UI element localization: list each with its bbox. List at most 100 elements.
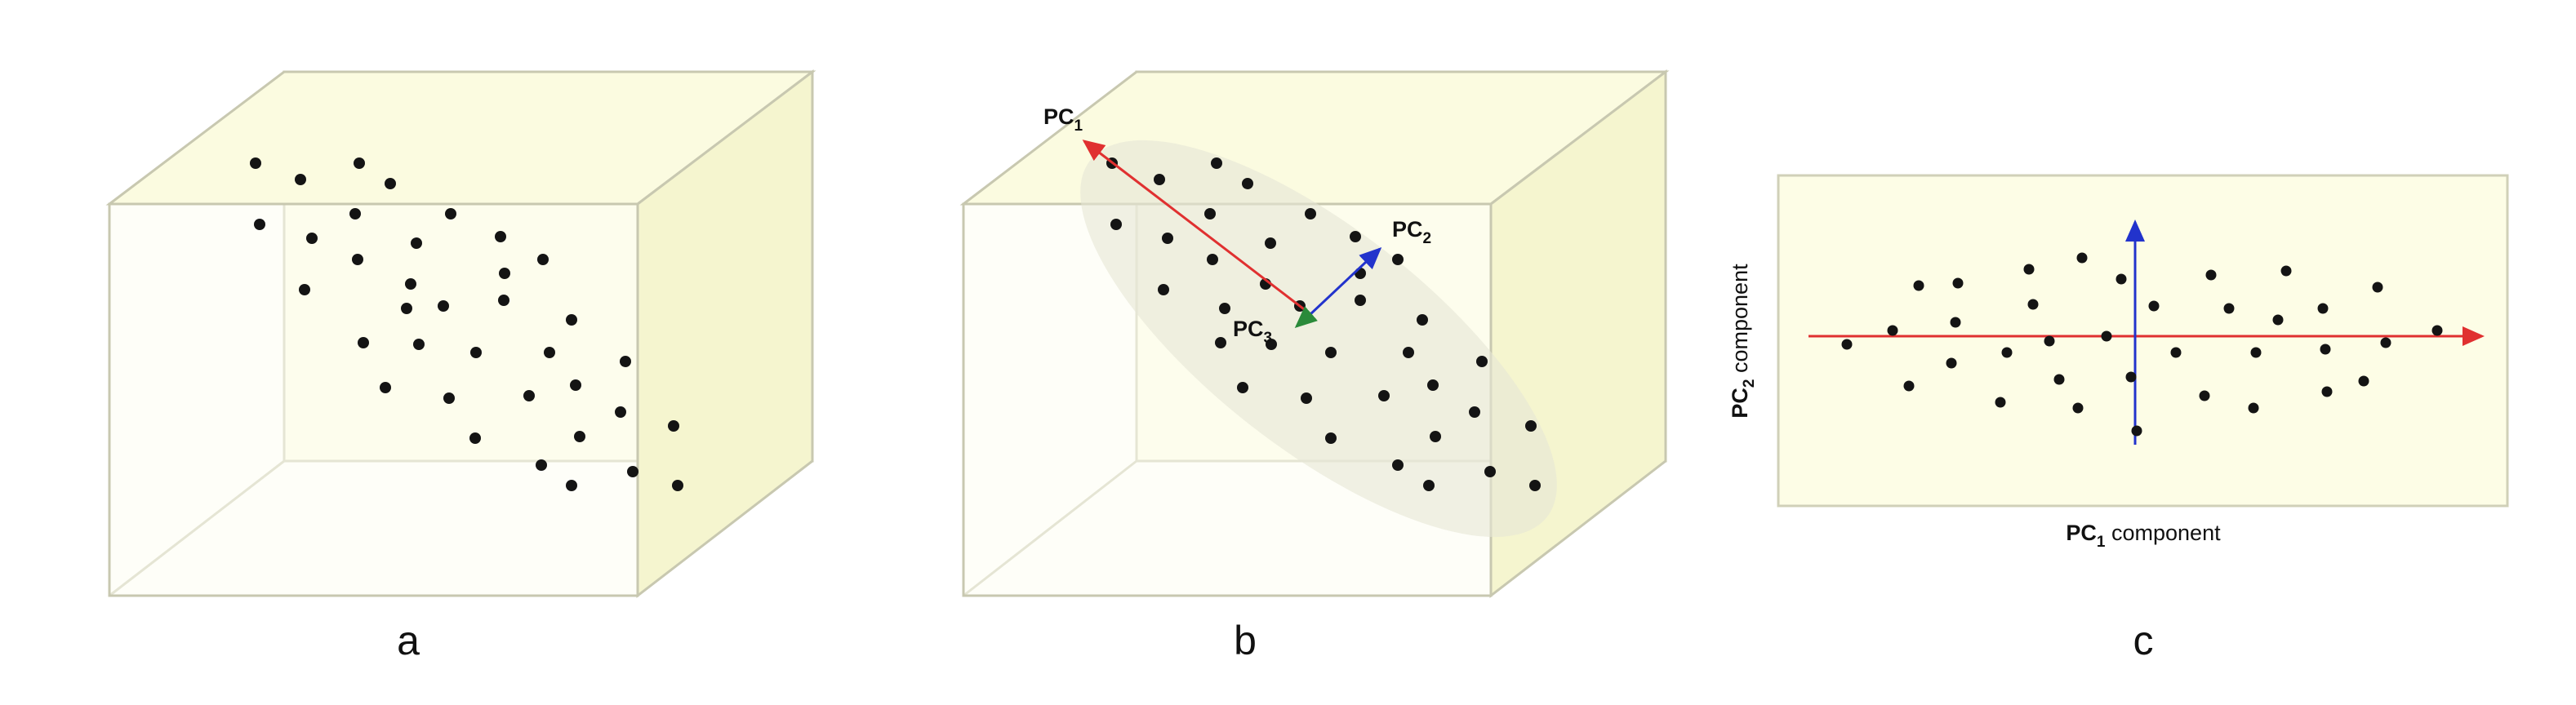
data-point [405,278,416,290]
data-point [1211,157,1222,169]
data-point [438,300,449,312]
data-point [1265,237,1276,249]
data-point [2250,347,2262,358]
data-point [2131,425,2142,437]
data-point [2023,264,2035,275]
data-point [2101,330,2112,342]
data-point [352,254,363,265]
data-point [1355,268,1366,279]
data-point [1237,382,1248,393]
data-point [1325,432,1337,444]
data-point [495,231,506,242]
data-point [1484,466,1496,477]
data-point [1325,347,1337,358]
data-point [498,295,509,306]
data-point [1903,380,1915,392]
data-point [413,339,425,350]
data-point [354,157,365,169]
data-point [2272,314,2284,326]
data-point [536,459,547,471]
data-point [469,432,481,444]
data-point [1392,254,1404,265]
data-point [1301,392,1312,404]
data-point [2248,402,2259,414]
data-point [2116,273,2127,285]
data-point [349,208,361,219]
data-point [1946,357,1957,369]
data-point [1305,208,1316,219]
projection-plane [1777,174,2509,508]
data-point [2125,371,2137,383]
data-point [1913,280,1924,291]
data-point [250,157,261,169]
data-point [620,356,631,367]
data-point [411,237,422,249]
data-point [295,174,306,185]
data-point [615,406,626,418]
data-point [1529,480,1541,491]
data-point [2072,402,2084,414]
data-point [1995,397,2006,408]
data-point [1423,480,1435,491]
data-point [1110,219,1122,230]
pc1-label: PC1 [1043,104,1083,135]
data-point [1162,233,1173,244]
data-point [499,268,510,279]
data-point [1525,420,1537,432]
data-point [1350,231,1361,242]
data-point [537,254,549,265]
pc3-arrow [1294,306,1318,328]
data-point [1355,295,1366,306]
data-point [2170,347,2182,358]
data-point [2001,347,2013,358]
data-point [574,431,585,442]
data-point [443,392,455,404]
data-point [401,303,412,314]
data-point [2148,300,2160,312]
data-point [2027,299,2039,310]
pc2-label: PC2 [1392,217,1431,247]
data-point [2317,303,2329,314]
panel-b: PC1 PC2 PC3 b [959,69,1670,663]
data-point [1204,208,1216,219]
data-point [2076,252,2088,264]
data-point [1430,431,1441,442]
data-point [1378,390,1390,401]
panel-letter-a: a [397,618,420,663]
data-point [1841,339,1853,350]
data-point [1469,406,1480,418]
data-point [1242,178,1253,189]
data-point [1392,459,1404,471]
data-point [1417,314,1428,326]
data-point [2199,390,2210,401]
x-axis-label: PC1 component [2066,521,2221,551]
data-point [306,233,318,244]
data-point [2205,269,2217,281]
data-point [570,379,581,391]
data-point [523,390,535,401]
data-point [1158,284,1169,295]
data-point [627,466,638,477]
cube-a [105,69,816,599]
y-axis-label: PC2 component [1728,264,1758,419]
data-point [1403,347,1414,358]
panel-letter-b: b [1234,618,1257,663]
data-point [672,480,683,491]
panel-a: a [105,69,816,663]
data-point [2053,374,2065,385]
data-point [544,347,555,358]
data-point [299,284,310,295]
data-point [2372,282,2383,293]
pc3-label: PC3 [1233,317,1272,347]
data-point [445,208,456,219]
data-point [1219,303,1230,314]
data-point [2431,325,2443,336]
data-point [380,382,391,393]
points-b [1106,157,1541,491]
data-point [1887,325,1898,336]
data-point [1476,356,1488,367]
data-point [2223,303,2235,314]
data-point [2380,337,2391,348]
data-point [2044,335,2055,347]
